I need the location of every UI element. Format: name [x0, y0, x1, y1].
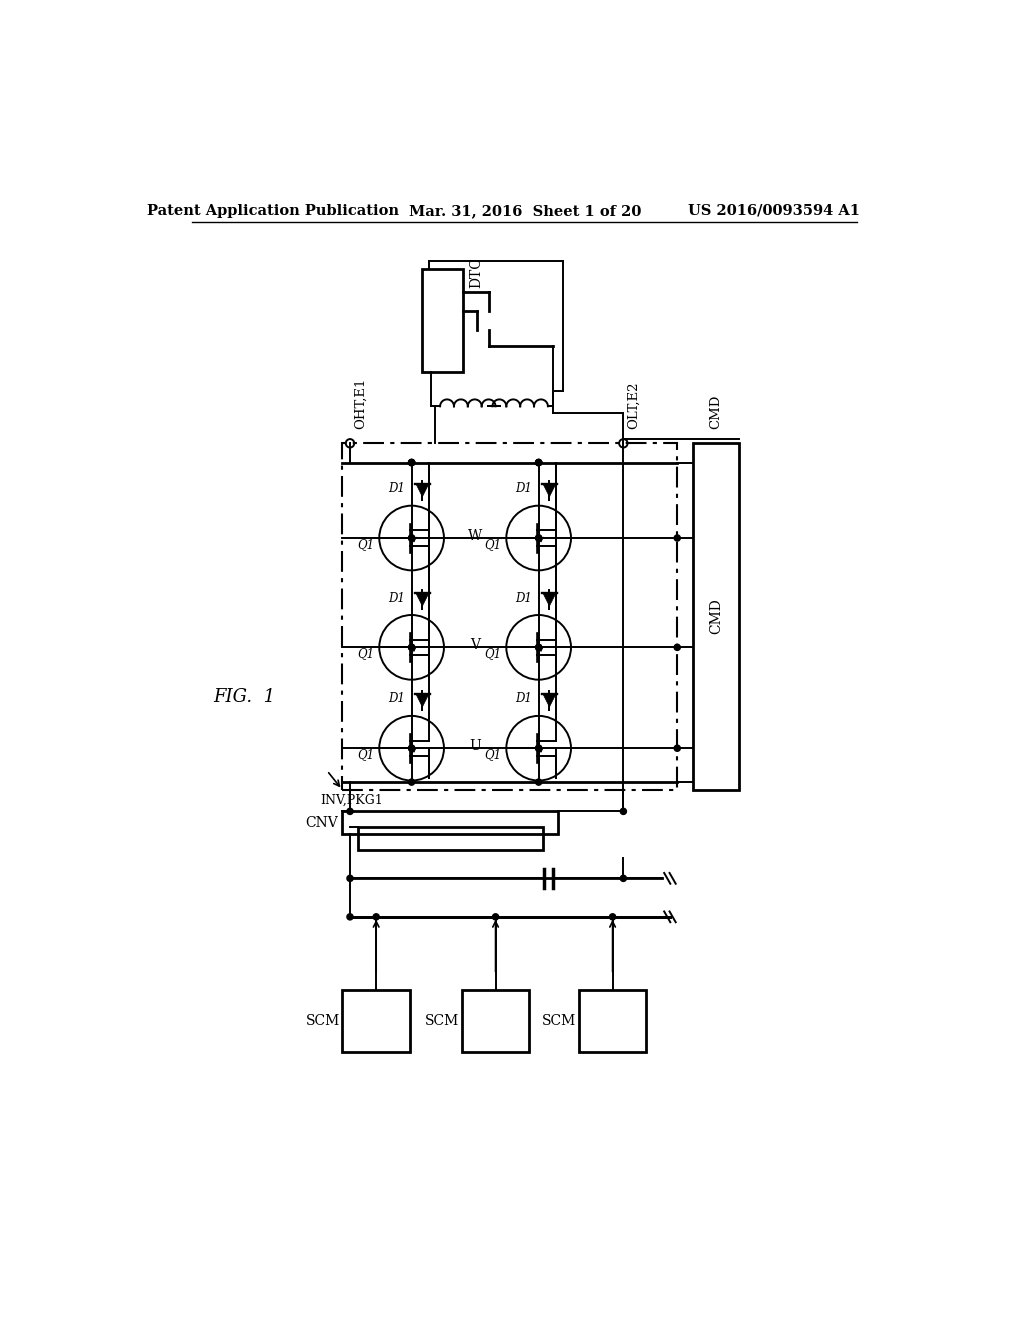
- Circle shape: [409, 459, 415, 466]
- Polygon shape: [543, 593, 556, 606]
- Circle shape: [409, 459, 415, 466]
- Circle shape: [621, 875, 627, 882]
- Text: OHT,E1: OHT,E1: [354, 378, 367, 429]
- Text: INV,PKG1: INV,PKG1: [321, 793, 384, 807]
- Circle shape: [409, 644, 415, 651]
- Text: CMD: CMD: [710, 395, 722, 429]
- Polygon shape: [543, 484, 556, 496]
- Text: D1: D1: [388, 693, 406, 705]
- Circle shape: [409, 535, 415, 541]
- Circle shape: [536, 644, 542, 651]
- Text: SCM: SCM: [306, 1014, 340, 1028]
- Bar: [579, 990, 646, 1052]
- Text: CNV: CNV: [306, 816, 339, 830]
- Circle shape: [536, 744, 542, 751]
- Circle shape: [493, 913, 499, 920]
- Circle shape: [536, 744, 542, 751]
- Text: Q1: Q1: [357, 748, 375, 760]
- Circle shape: [536, 535, 542, 541]
- Circle shape: [347, 808, 353, 814]
- Circle shape: [536, 535, 542, 541]
- Bar: [342, 812, 558, 834]
- Text: D1: D1: [516, 482, 532, 495]
- Polygon shape: [416, 694, 429, 708]
- Text: OLT,E2: OLT,E2: [628, 381, 640, 429]
- Text: Q1: Q1: [484, 647, 502, 660]
- Circle shape: [347, 875, 353, 882]
- Bar: [422, 268, 463, 372]
- Circle shape: [536, 459, 542, 466]
- Text: US 2016/0093594 A1: US 2016/0093594 A1: [687, 203, 859, 218]
- Circle shape: [409, 744, 415, 751]
- Text: FIG.  1: FIG. 1: [213, 689, 275, 706]
- Bar: [462, 990, 529, 1052]
- Circle shape: [373, 913, 379, 920]
- Circle shape: [536, 459, 542, 466]
- Circle shape: [409, 459, 415, 466]
- Circle shape: [347, 913, 353, 920]
- Text: CMD: CMD: [709, 599, 723, 635]
- Text: V: V: [470, 638, 480, 652]
- Polygon shape: [543, 694, 556, 708]
- Text: D1: D1: [388, 482, 406, 495]
- Circle shape: [674, 535, 680, 541]
- Bar: [692, 444, 739, 789]
- Text: SCM: SCM: [425, 1014, 460, 1028]
- Text: D1: D1: [388, 591, 406, 605]
- Circle shape: [536, 779, 542, 785]
- Text: Q1: Q1: [484, 537, 502, 550]
- Circle shape: [609, 913, 615, 920]
- Circle shape: [674, 744, 680, 751]
- Circle shape: [674, 644, 680, 651]
- Circle shape: [536, 644, 542, 651]
- Text: U: U: [469, 739, 480, 752]
- Bar: [342, 444, 677, 789]
- Polygon shape: [416, 484, 429, 496]
- Text: Q1: Q1: [357, 647, 375, 660]
- Circle shape: [409, 779, 415, 785]
- Text: Patent Application Publication: Patent Application Publication: [147, 203, 399, 218]
- Circle shape: [621, 808, 627, 814]
- Text: W: W: [468, 529, 482, 543]
- Circle shape: [409, 535, 415, 541]
- Circle shape: [536, 459, 542, 466]
- Text: Mar. 31, 2016  Sheet 1 of 20: Mar. 31, 2016 Sheet 1 of 20: [409, 203, 641, 218]
- Text: SCM: SCM: [542, 1014, 577, 1028]
- Bar: [357, 826, 543, 850]
- Text: D1: D1: [516, 591, 532, 605]
- Circle shape: [409, 644, 415, 651]
- Text: Q1: Q1: [484, 748, 502, 760]
- Circle shape: [409, 459, 415, 466]
- Text: Q1: Q1: [357, 537, 375, 550]
- Text: DTC: DTC: [469, 257, 483, 288]
- Bar: [342, 990, 410, 1052]
- Polygon shape: [416, 593, 429, 606]
- Text: D1: D1: [516, 693, 532, 705]
- Circle shape: [409, 744, 415, 751]
- Circle shape: [536, 459, 542, 466]
